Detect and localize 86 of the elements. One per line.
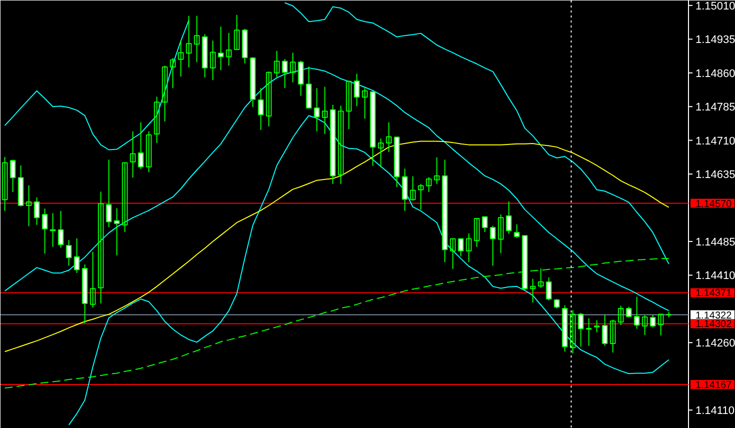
candlestick	[538, 268, 544, 288]
candlestick	[354, 73, 360, 107]
candlestick	[258, 88, 264, 130]
candlestick	[482, 216, 488, 233]
candlestick	[314, 88, 320, 132]
candlestick	[610, 319, 616, 354]
candlestick	[530, 278, 536, 304]
y-tick-label: 1.15010	[696, 0, 735, 12]
candlestick	[218, 26, 224, 71]
candlestick	[210, 40, 216, 81]
candlestick	[378, 138, 384, 168]
candlestick	[66, 240, 72, 266]
candlestick	[658, 314, 664, 336]
candlestick	[162, 65, 168, 122]
candlestick	[130, 130, 136, 178]
candlestick	[626, 306, 632, 318]
y-tick-label: 1.14110	[696, 405, 734, 418]
candlestick	[154, 96, 160, 144]
ref-line-label: 1.14322	[696, 310, 732, 322]
candlestick	[650, 314, 656, 328]
candlestick	[570, 310, 576, 354]
candlestick	[458, 238, 464, 257]
candlestick	[402, 168, 408, 212]
y-tick-label: 1.14260	[696, 338, 735, 350]
candlestick	[234, 14, 240, 50]
candlestick	[226, 32, 232, 66]
ref-line-label: 1.14371	[696, 288, 732, 300]
candlestick	[34, 196, 40, 226]
candlestick	[554, 298, 560, 309]
candlestick	[434, 156, 440, 184]
y-tick-label: 1.14785	[696, 102, 735, 114]
candlestick	[290, 52, 296, 83]
candlestick	[42, 208, 48, 254]
y-tick-label: 1.14410	[696, 270, 735, 282]
candlestick	[298, 60, 304, 96]
candlestick	[426, 176, 432, 193]
candlestick	[282, 58, 288, 89]
candlestick	[194, 15, 200, 63]
candlestick	[338, 105, 344, 184]
candlestick	[106, 159, 112, 228]
candlestick	[498, 214, 504, 254]
candlestick	[2, 156, 8, 212]
candlestick	[274, 50, 280, 78]
candlestick	[74, 238, 80, 274]
candlestick	[10, 159, 16, 193]
candlestick	[618, 305, 624, 326]
y-tick-label: 1.14635	[696, 169, 735, 182]
y-tick-label: 1.14860	[696, 68, 735, 80]
line-series	[4, 140, 670, 352]
candlestick	[58, 210, 64, 248]
candlestick	[466, 232, 472, 263]
y-tick-label: 1.14485	[696, 236, 735, 248]
candlestick	[514, 224, 520, 238]
candlestick	[186, 15, 192, 68]
ref-line-label: 1.14570	[696, 198, 732, 210]
ref-line-label: 1.14167	[696, 380, 732, 391]
candlestick	[26, 184, 32, 227]
candlestick	[178, 40, 184, 77]
candlestick	[634, 296, 640, 330]
candlestick	[578, 312, 584, 348]
candlestick	[474, 218, 480, 248]
candlestick	[138, 122, 144, 170]
candlestick	[642, 314, 648, 336]
candlestick	[418, 183, 424, 210]
candlestick	[114, 208, 120, 256]
y-tick-label: 1.14935	[696, 34, 735, 46]
ref-line-label: 1.14302	[696, 319, 732, 330]
candlestick	[322, 86, 328, 135]
candlestick	[146, 130, 152, 173]
candlestick	[490, 225, 496, 266]
candlestick	[362, 88, 368, 120]
candlestick	[98, 191, 104, 304]
candlestick	[594, 320, 600, 333]
candlestick	[306, 66, 312, 109]
candlestick	[410, 176, 416, 202]
candlestick	[346, 80, 352, 130]
candlestick	[266, 71, 272, 127]
candlestick	[386, 122, 392, 153]
y-tick-label: 1.14710	[696, 135, 735, 148]
candlestick	[506, 200, 512, 234]
candlestick	[602, 314, 608, 346]
candlestick	[122, 162, 128, 233]
candlestick	[170, 58, 176, 89]
candlestick	[450, 238, 456, 270]
candlestick	[90, 251, 96, 308]
candlestick	[546, 276, 552, 301]
